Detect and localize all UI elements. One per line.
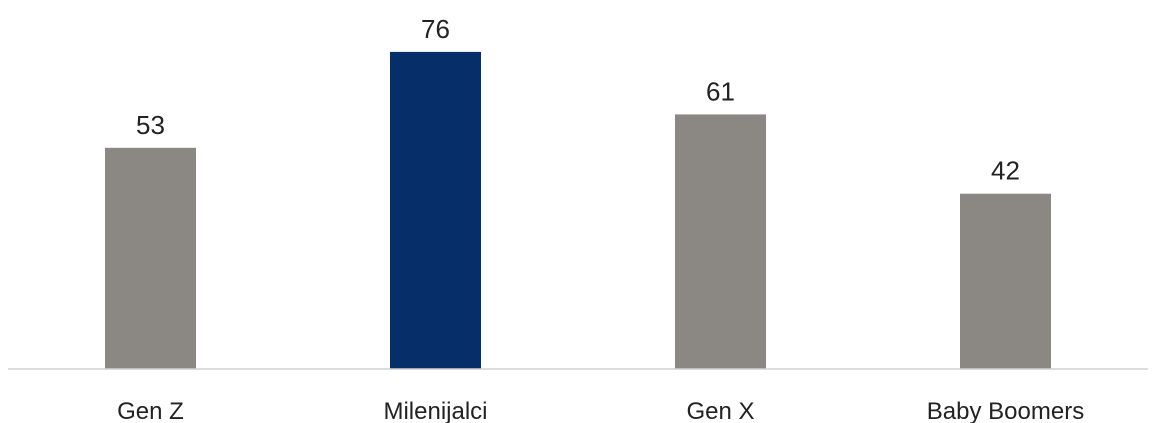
bars-group bbox=[105, 51, 1051, 370]
bar-baby-boomers bbox=[960, 193, 1051, 369]
data-label-gen-z: 53 bbox=[136, 110, 165, 140]
x-tick-label-milenijalci: Milenijalci bbox=[383, 398, 487, 423]
data-label-baby-boomers: 42 bbox=[991, 156, 1020, 186]
bar-gen-x bbox=[675, 114, 766, 370]
data-label-milenijalci: 76 bbox=[421, 14, 450, 44]
x-tick-label-baby-boomers: Baby Boomers bbox=[927, 398, 1084, 423]
data-label-gen-x: 61 bbox=[706, 76, 735, 106]
bar-milenijalci bbox=[390, 51, 481, 370]
x-tick-label-gen-x: Gen X bbox=[686, 398, 754, 423]
bar-gen-z bbox=[105, 147, 196, 369]
value-labels-group: 53 76 61 42 bbox=[136, 14, 1020, 186]
category-labels-group: Gen Z Milenijalci Gen X Baby Boomers bbox=[117, 398, 1084, 423]
x-tick-label-gen-z: Gen Z bbox=[117, 398, 184, 423]
